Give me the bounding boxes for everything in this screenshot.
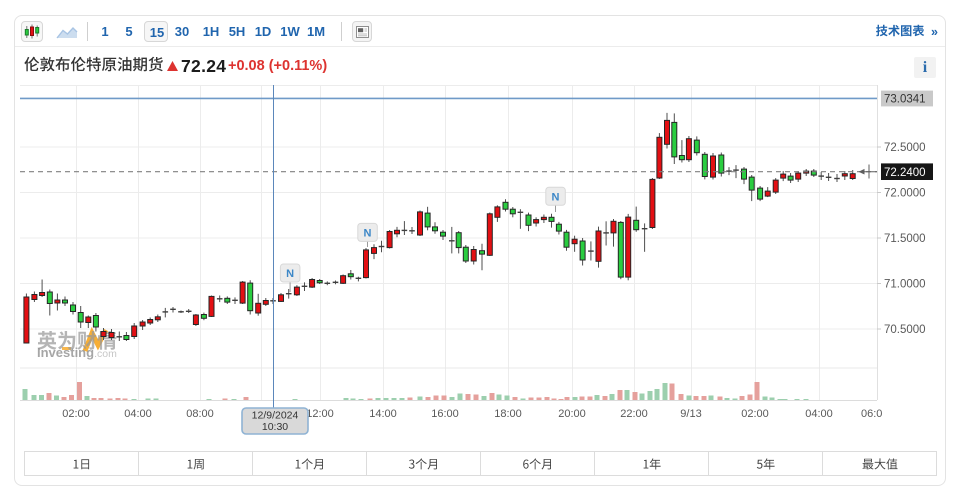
svg-text:72.2400: 72.2400: [884, 167, 926, 179]
svg-text:02:00: 02:00: [62, 408, 90, 420]
svg-text:12/9/2024: 12/9/2024: [252, 410, 299, 422]
svg-text:73.0341: 73.0341: [884, 94, 926, 106]
svg-text:16:00: 16:00: [431, 408, 459, 420]
svg-text:12:00: 12:00: [306, 408, 334, 420]
svg-text:N: N: [552, 192, 560, 204]
svg-text:14:00: 14:00: [369, 408, 397, 420]
svg-text:»: »: [931, 25, 938, 39]
svg-text:N: N: [364, 228, 372, 240]
svg-text:20:00: 20:00: [558, 408, 586, 420]
svg-text:N: N: [286, 268, 294, 280]
svg-text:Investing.com: Investing.com: [37, 345, 117, 360]
svg-text:71.0000: 71.0000: [884, 279, 926, 291]
svg-text:10:30: 10:30: [262, 421, 288, 433]
svg-text:72.5000: 72.5000: [884, 142, 926, 154]
svg-text:72.0000: 72.0000: [884, 188, 926, 200]
svg-text:02:00: 02:00: [741, 408, 769, 420]
svg-text:9/13: 9/13: [680, 408, 701, 420]
svg-text:70.5000: 70.5000: [884, 324, 926, 336]
svg-text:71.5000: 71.5000: [884, 233, 926, 245]
svg-text:22:00: 22:00: [620, 408, 648, 420]
svg-text:04:00: 04:00: [124, 408, 152, 420]
svg-text:04:00: 04:00: [805, 408, 833, 420]
svg-text:06:0: 06:0: [861, 408, 882, 420]
svg-text:18:00: 18:00: [494, 408, 522, 420]
svg-text:08:00: 08:00: [186, 408, 214, 420]
